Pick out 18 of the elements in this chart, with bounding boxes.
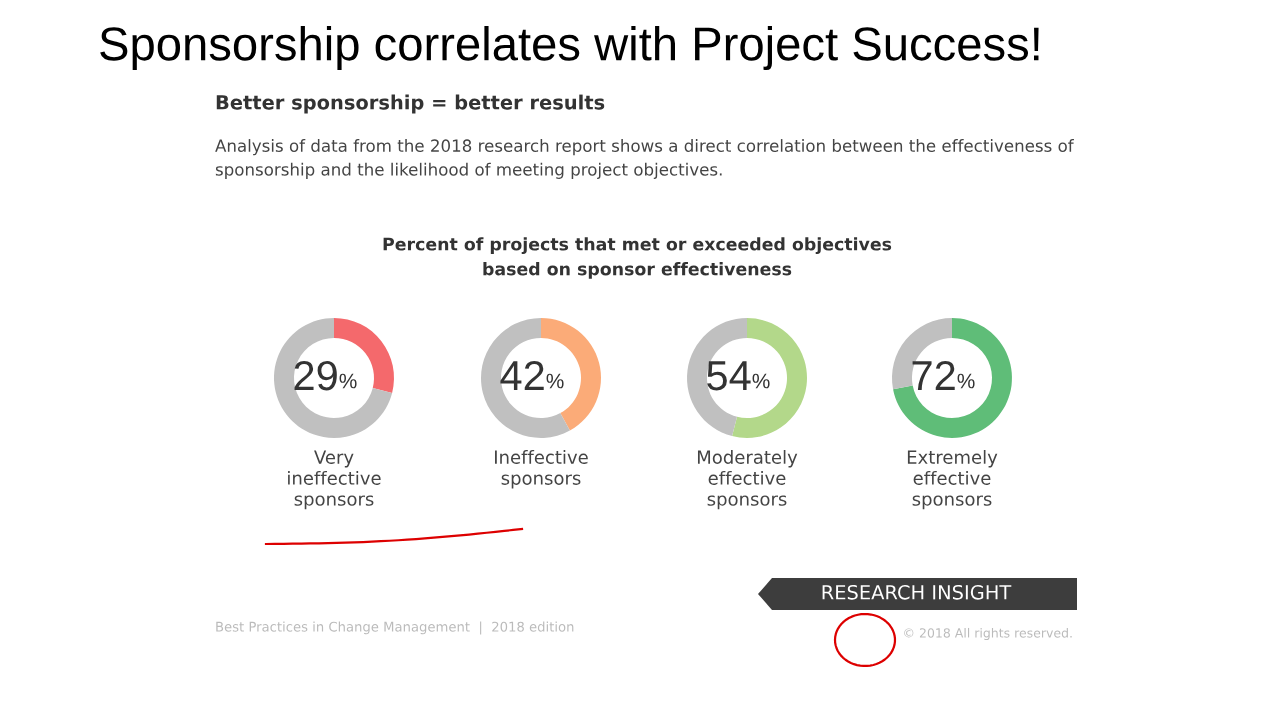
text: Extremely effective sponsors (907, 450, 998, 510)
text: Analysis of data from the 2018 research report shows a direct correlation between the effectiveness of sponsorship and the likelihood of meeting project objectives. (215, 139, 1074, 179)
donut-slice (481, 318, 570, 438)
text: Percent of projects that met or exceeded objectives based on sponsor effectiveness (383, 237, 892, 279)
text: Ineffective sponsors (495, 450, 588, 489)
text: 54% (707, 361, 770, 391)
text: Sponsorship correlates with Project Success! (100, 25, 1039, 71)
text: 42% (500, 360, 564, 390)
text: © 2018 All rights reserved. (904, 627, 1072, 641)
text: 72% (912, 360, 975, 390)
text: Best Practices in Change Management | 2018 edition (216, 621, 574, 635)
text: Moderately effective sponsors (697, 450, 798, 510)
text: Very ineffective sponsors (288, 450, 381, 510)
donut-slice (274, 318, 393, 438)
text: RESEARCH INSIGHT (822, 584, 1012, 600)
text: Better sponsorship = better results (216, 94, 605, 114)
donut-slice (893, 318, 1012, 438)
text: 29% (294, 360, 357, 391)
